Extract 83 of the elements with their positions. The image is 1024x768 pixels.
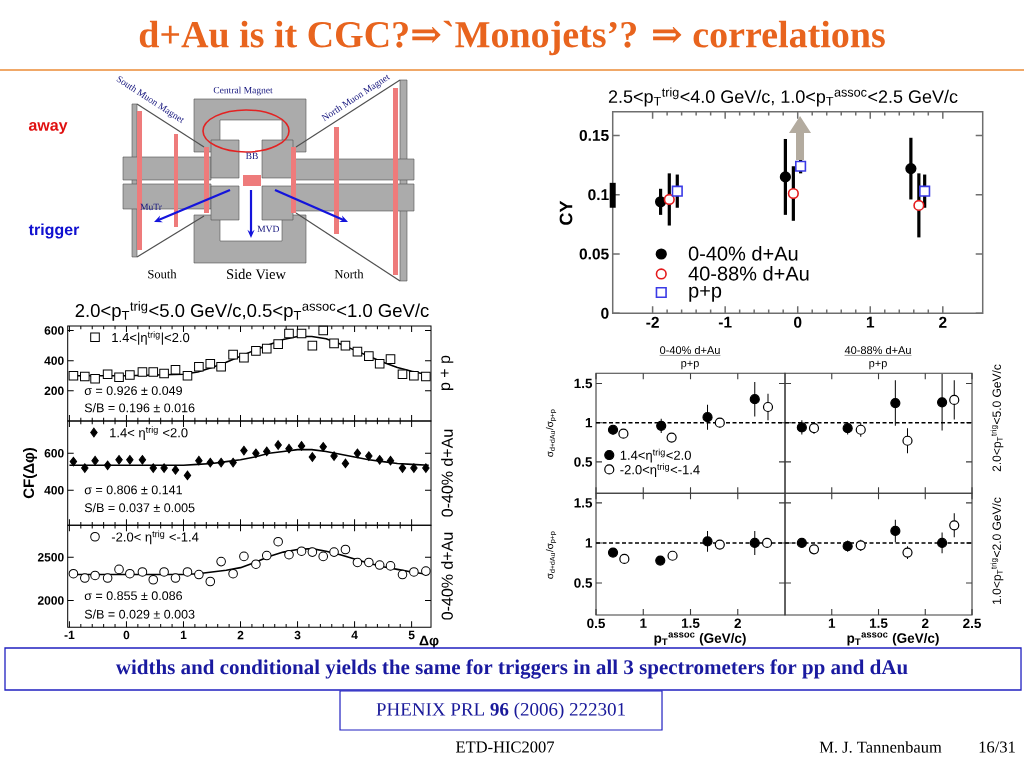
y-tick-label: 200 — [44, 386, 64, 396]
x-tick-label: 2 — [237, 630, 244, 640]
text: PHENIX PRL 96 (2006) 222301 — [376, 702, 625, 720]
y-axis-title: σ$_{d+dAu}$/σ$_{p+p}$ — [545, 409, 557, 457]
y-tick-label: 2500 — [37, 553, 64, 562]
y-tick-label: 1.5 — [574, 498, 593, 508]
y2-axis-title: p + p — [440, 355, 454, 390]
y-tick-label: 1 — [585, 418, 593, 428]
y-tick-label: 600 — [44, 449, 64, 458]
annotation: σ = 0.806 ± 0.141 — [84, 485, 182, 495]
text: 16/31 — [979, 741, 1015, 753]
y2-axis-title: 0-40% d+Au — [441, 429, 453, 517]
x-tick-label: 1.5 — [681, 618, 700, 628]
x-tick-label: -1 — [718, 316, 732, 328]
annotation: S/B = 0.037 ± 0.005 — [84, 502, 195, 513]
y-axis-title: σ$_{d+dAu}$/σ$_{p+p}$ — [545, 531, 557, 579]
annotation: σ = 0.926 ± 0.049 — [84, 386, 182, 396]
text: North — [334, 269, 364, 279]
x-tick-label: 2.5 — [963, 618, 982, 629]
x-axis-title: p$_{T}$$^{assoc}$ (GeV/c) — [654, 632, 746, 646]
x-tick-label: 2 — [939, 316, 947, 328]
legend-label: 1.4<η$^{trig}$<2.0 — [620, 448, 691, 463]
y-tick-label: 400 — [44, 485, 64, 495]
y2-axis-title: 1.0<p$_{T}$$^{trig}$<2.0 GeV/c — [990, 497, 1004, 604]
legend-label: 40-88% d+Au — [688, 265, 809, 281]
y-tick-label: 0.15 — [579, 129, 609, 141]
y2-axis-title: 0-40% d+Au — [441, 532, 453, 620]
x-tick-label: 0 — [794, 316, 802, 328]
chart-title: 2.0<p$_{T}$$^{trig}$<5.0 GeV/c,0.5<p$_{T}$$^{assoc}$<1.0 GeV/c — [75, 301, 429, 321]
y-tick-label: 2000 — [37, 596, 64, 605]
x-tick-label: 1 — [828, 618, 836, 628]
x-tick-label: 1 — [866, 316, 875, 328]
x-tick-label: -2 — [646, 316, 659, 328]
y-tick-label: 0.5 — [574, 578, 593, 588]
x-tick-label: 5 — [408, 630, 415, 640]
x-tick-label: 2 — [734, 618, 741, 628]
legend-label: 1.4< η$^{trig}$ <2.0 — [110, 426, 188, 440]
y-tick-label: 0 — [601, 307, 609, 319]
x-axis-title: p$_{T}$$^{assoc}$ (GeV/c) — [847, 632, 939, 646]
annotation: S/B = 0.029 ± 0.003 — [84, 609, 195, 619]
text: Central Magnet — [213, 86, 273, 96]
y2-axis-title: 2.0<p$_{T}$$^{trig}$<5.0 GeV/c — [990, 364, 1004, 472]
y-tick-label: 400 — [44, 356, 64, 365]
x-axis-title: Δφ — [419, 635, 439, 649]
legend-label: 1.4<|η$^{trig}$|<2.0 — [112, 331, 190, 345]
text: ETD-HIC2007 — [455, 741, 555, 753]
x-tick-label: 3 — [294, 630, 301, 640]
y-tick-label: 0.5 — [574, 457, 593, 467]
legend-label: -2.0<η$^{trig}$<-1.4 — [620, 463, 700, 477]
x-tick-label: 0 — [123, 630, 130, 640]
y-tick-label: 0.05 — [579, 248, 609, 260]
chart-title: 40-88% d+Au — [844, 345, 911, 355]
legend-label: 0-40% d+Au — [688, 245, 798, 261]
y-tick-label: 1 — [585, 538, 593, 548]
x-tick-label: 1 — [180, 630, 187, 640]
text: Side View — [227, 268, 286, 280]
x-tick-label: -1 — [64, 630, 75, 640]
annotation: σ = 0.855 ± 0.086 — [84, 591, 183, 601]
x-tick-label: 1.5 — [869, 618, 888, 628]
annotation: S/B = 0.196 ± 0.016 — [84, 403, 195, 413]
text: M. J. Tannenbaum — [819, 741, 942, 753]
text: away — [28, 122, 68, 134]
text: BB — [245, 152, 258, 160]
text: trigger — [28, 223, 80, 239]
text: widths and conditional yields the same for triggers in all 3 spectrometers for pp and dAu — [115, 659, 908, 679]
y-axis-title: CF(Δφ) — [23, 447, 37, 499]
text: MVD — [257, 225, 279, 233]
text: d+Au is it CGC?⇒`Monojets’? ⇒ correlations — [139, 20, 885, 56]
text: MuTr — [140, 203, 162, 211]
chart-title: 0-40% d+Au — [660, 345, 720, 355]
y-tick-label: 600 — [44, 326, 64, 335]
legend-label: p+p — [689, 285, 722, 302]
text: South — [148, 269, 177, 279]
y-tick-label: 1.5 — [574, 378, 593, 389]
y-axis-title: CY — [559, 200, 573, 225]
chart-subtitle: p+p — [869, 360, 887, 370]
y-tick-label: 0.1 — [588, 189, 609, 201]
x-tick-label: 2 — [921, 618, 929, 628]
legend-label: -2.0< η$^{trig}$ <-1.4 — [111, 530, 199, 545]
chart-title: 2.5<p$_{T}$$^{trig}$<4.0 GeV/c, 1.0<p$_{T}$$^{assoc}$<2.5 GeV/c — [608, 87, 958, 107]
chart-subtitle: p+p — [681, 360, 699, 370]
x-tick-label: 4 — [351, 630, 358, 640]
x-tick-label: 1 — [640, 618, 647, 628]
